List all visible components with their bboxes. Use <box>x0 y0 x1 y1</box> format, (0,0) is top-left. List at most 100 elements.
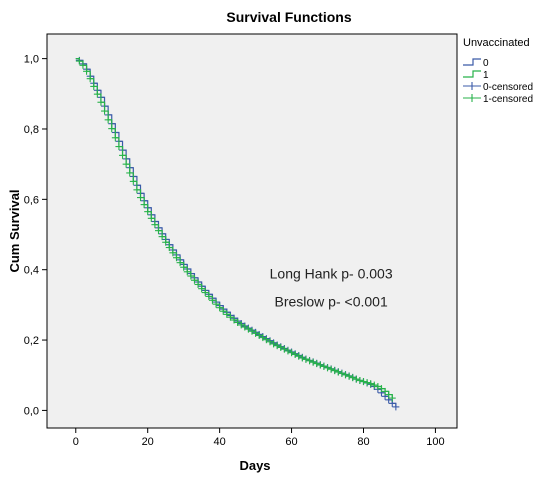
series-1-censor-mark <box>266 338 274 346</box>
series-1-censor-mark <box>234 318 242 326</box>
legend-item: 0-censored <box>463 82 533 93</box>
series-1-censor-mark <box>176 259 184 267</box>
series-1-censor-mark <box>302 355 310 363</box>
series-1-censor-mark <box>356 377 364 385</box>
series-1-censor-mark <box>237 321 245 329</box>
series-1-censor-mark <box>273 342 281 350</box>
x-axis-title: Days <box>239 458 270 473</box>
series-1-censor-mark <box>298 354 306 362</box>
series-1-censor-mark <box>291 350 299 358</box>
series-1-censor-mark <box>223 310 231 318</box>
series-1-censor-mark <box>216 304 224 312</box>
series-1-censor-mark <box>342 371 350 379</box>
series-1-censor-mark <box>172 254 180 262</box>
series-1-censor-mark <box>230 316 238 324</box>
series-1-censor-mark <box>126 169 134 177</box>
legend-step-swatch <box>463 70 481 78</box>
series-1-censor-mark <box>140 201 148 209</box>
y-axis: 0,0 0,2 0,4 0,6 0,8 1,0 <box>24 54 47 417</box>
series-1-censor-mark <box>363 379 371 387</box>
series-1-censor-mark <box>180 263 188 271</box>
x-axis: 0 20 40 60 80 100 <box>73 428 445 448</box>
plot-area <box>46 33 458 429</box>
series-1-censor-mark <box>352 375 360 383</box>
series-1-censor-mark <box>194 280 202 288</box>
y-tick-label: 1,0 <box>24 54 39 66</box>
series-1-censor-mark <box>367 380 375 388</box>
series-1-censor-mark <box>119 151 127 159</box>
series-1-censor-mark <box>154 227 162 235</box>
series-1-censor-mark <box>205 292 213 300</box>
legend-label: 1-censored <box>483 94 533 105</box>
series-1-censor-mark <box>359 378 367 386</box>
series-1-censor-mark <box>165 244 173 252</box>
series-1-censor-mark <box>115 143 123 151</box>
series-1-censor-mark <box>262 336 270 344</box>
x-tick-label: 0 <box>73 436 79 448</box>
series-1-censor-mark <box>374 382 382 390</box>
series-1-censor-mark <box>198 285 206 293</box>
legend-label: 0 <box>483 58 489 69</box>
series-1-censor-mark <box>169 249 177 257</box>
series-1-censor-mark <box>144 208 152 216</box>
series-1-censor-mark <box>324 364 332 372</box>
legend-item: 1 <box>463 70 489 81</box>
series-1-censor-mark <box>90 82 98 90</box>
series-1-censor-mark <box>270 340 278 348</box>
series-1-censor-mark <box>208 296 216 304</box>
series-1-censor-mark <box>147 214 155 222</box>
y-tick-label: 0,0 <box>24 405 39 417</box>
series-1-censor-mark <box>187 272 195 280</box>
series-1-censor-mark <box>104 116 112 124</box>
series-1-censor-mark <box>190 276 198 284</box>
series-1-censor-mark <box>83 67 91 75</box>
legend-step-swatch <box>463 58 481 66</box>
series-1-censor-mark <box>183 268 191 276</box>
series-1-censor-mark <box>259 334 267 342</box>
annotation-text: Breslow p- <0.001 <box>275 294 388 310</box>
x-tick-label: 80 <box>357 436 369 448</box>
series-1-censor-mark <box>151 221 159 229</box>
y-tick-label: 0,8 <box>24 124 39 136</box>
series-1-censor-mark <box>288 349 296 357</box>
series-1-censor-mark <box>93 90 101 98</box>
series-1-censor-mark <box>385 391 393 399</box>
series-1-censor-mark <box>334 368 342 376</box>
series-1-censor-mark <box>158 233 166 241</box>
series-1-censor-mark <box>133 186 141 194</box>
series-1-censor-mark <box>320 362 328 370</box>
series-1-censor-mark <box>309 358 317 366</box>
series-1-censor-mark <box>277 343 285 351</box>
series-1-censor-mark <box>388 394 396 402</box>
series-1-censor-mark <box>101 107 109 115</box>
series-1-censor-mark <box>252 329 260 337</box>
series-1-censor-mark <box>86 75 94 83</box>
y-tick-label: 0,6 <box>24 194 39 206</box>
series-1-censor-mark <box>248 327 256 335</box>
series-1-censor-mark <box>306 357 314 365</box>
legend-item: 1-censored <box>463 94 533 105</box>
legend-label: 0-censored <box>483 82 533 93</box>
legend-title: Unvaccinated <box>463 37 530 49</box>
y-tick-label: 0,4 <box>24 265 39 277</box>
legend-item: 0 <box>463 58 489 69</box>
series-1-censor-mark <box>316 361 324 369</box>
series-1-censor-mark <box>370 381 378 389</box>
series-1-censor-mark <box>345 372 353 380</box>
series-1-censor-mark <box>201 289 209 297</box>
series-1-censor-mark <box>244 325 252 333</box>
series-1-censor-mark <box>331 367 339 375</box>
annotation-text: Long Hank p- 0.003 <box>270 265 393 281</box>
annotation-layer: Long Hank p- 0.003 Breslow p- <0.001 <box>270 265 393 309</box>
y-tick-label: 0,2 <box>24 335 39 347</box>
series-1-censor-mark <box>241 323 249 331</box>
legend-label: 1 <box>483 70 489 81</box>
y-axis-title: Cum Survival <box>7 189 22 272</box>
series-1-censor-mark <box>327 365 335 373</box>
x-tick-label: 60 <box>285 436 297 448</box>
series-1-censor-mark <box>295 352 303 360</box>
series-1-censor-mark <box>313 360 321 368</box>
x-tick-label: 40 <box>214 436 226 448</box>
series-1-censor-mark <box>75 57 83 65</box>
